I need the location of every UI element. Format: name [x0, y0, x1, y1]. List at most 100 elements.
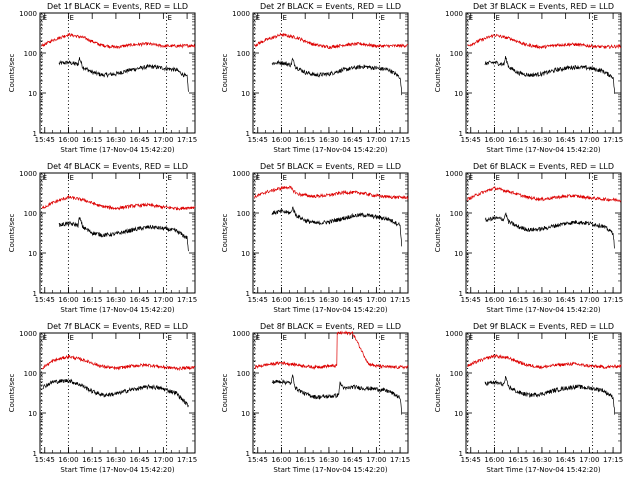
events-series-line [42, 378, 189, 408]
y-tick-label: 1 [33, 130, 37, 138]
time-marker-label: E [469, 174, 473, 182]
x-tick-label: 16:45 [556, 136, 576, 144]
panel-title: Det 8f BLACK = Events, RED = LLD [260, 322, 401, 331]
x-axis-label: Start Time (17-Nov-04 15:42:20) [273, 146, 387, 154]
y-tick-label: 1000 [232, 10, 250, 18]
y-axis-label: Counts/sec [434, 54, 442, 93]
panel-title: Det 9f BLACK = Events, RED = LLD [473, 322, 614, 331]
plot-frame [465, 332, 622, 454]
x-tick-label: 17:00 [153, 136, 173, 144]
time-marker-label: E [168, 174, 172, 182]
time-marker-label: E [495, 174, 499, 182]
time-marker-label: E [43, 14, 47, 22]
x-tick-label: 16:45 [130, 296, 150, 304]
time-marker-label: E [381, 334, 385, 342]
plot-frame [39, 332, 196, 454]
y-tick-label: 1000 [445, 330, 463, 338]
x-tick-label: 15:45 [461, 296, 481, 304]
x-tick-label: 15:45 [248, 456, 268, 464]
x-tick-label: 16:30 [319, 456, 339, 464]
time-marker-label: E [256, 174, 260, 182]
x-tick-label: 15:45 [461, 136, 481, 144]
y-axis-label: Counts/sec [434, 214, 442, 253]
events-series-line [484, 375, 616, 415]
events-series-line [271, 374, 403, 415]
x-tick-label: 16:30 [532, 296, 552, 304]
y-tick-label: 100 [450, 210, 463, 218]
x-tick-label: 17:15 [603, 136, 623, 144]
x-tick-label: 15:45 [248, 296, 268, 304]
x-tick-label: 16:15 [508, 456, 528, 464]
time-marker-label: E [256, 14, 260, 22]
time-marker-label: E [256, 334, 260, 342]
time-marker-label: E [69, 334, 73, 342]
plot-frame [39, 172, 196, 294]
y-tick-label: 1 [246, 130, 250, 138]
time-marker-label: E [381, 174, 385, 182]
panel-title: Det 5f BLACK = Events, RED = LLD [260, 162, 401, 171]
time-marker-label: E [168, 334, 172, 342]
y-tick-label: 1000 [19, 170, 37, 178]
x-tick-label: 17:00 [579, 136, 599, 144]
x-tick-label: 16:30 [532, 456, 552, 464]
y-tick-label: 100 [237, 370, 250, 378]
x-tick-label: 15:45 [35, 456, 55, 464]
panel-title: Det 1f BLACK = Events, RED = LLD [47, 2, 188, 11]
plot-frame [39, 12, 196, 134]
x-tick-label: 16:45 [130, 456, 150, 464]
x-axis-label: Start Time (17-Nov-04 15:42:20) [60, 306, 174, 314]
lld-series-line [254, 330, 409, 370]
x-tick-label: 17:00 [366, 456, 386, 464]
time-marker-label: E [69, 174, 73, 182]
x-tick-label: 15:45 [461, 456, 481, 464]
detector-panel-9: Det 9f BLACK = Events, RED = LLD 1 10 100 10… [434, 322, 623, 474]
y-tick-label: 1 [459, 450, 463, 458]
x-tick-label: 16:15 [82, 296, 102, 304]
y-tick-label: 1000 [445, 170, 463, 178]
time-marker-label: E [594, 14, 598, 22]
y-tick-label: 1000 [19, 10, 37, 18]
events-series-line [484, 56, 616, 94]
y-axis-label: Counts/sec [221, 54, 229, 93]
x-tick-label: 16:15 [508, 136, 528, 144]
time-marker-label: E [495, 334, 499, 342]
x-axis-label: Start Time (17-Nov-04 15:42:20) [60, 466, 174, 474]
panel-title: Det 3f BLACK = Events, RED = LLD [473, 2, 614, 11]
x-tick-label: 17:00 [366, 136, 386, 144]
x-tick-label: 16:45 [130, 136, 150, 144]
detector-panel-1: Det 1f BLACK = Events, RED = LLD 1 10 100 10… [8, 2, 197, 154]
plot-frame [252, 332, 409, 454]
x-tick-label: 17:15 [177, 456, 197, 464]
y-tick-label: 10 [454, 250, 463, 258]
lld-series-line [41, 32, 196, 50]
y-tick-label: 1 [33, 450, 37, 458]
time-marker-label: E [282, 14, 286, 22]
time-marker-label: E [594, 174, 598, 182]
detector-panel-7: Det 7f BLACK = Events, RED = LLD 1 10 100 10… [8, 322, 197, 474]
plot-frame [252, 172, 409, 294]
lld-series-line [41, 355, 196, 372]
x-tick-label: 17:00 [366, 296, 386, 304]
y-tick-label: 10 [28, 90, 37, 98]
lld-series-line [467, 33, 622, 50]
x-tick-label: 17:15 [390, 456, 410, 464]
y-tick-label: 100 [237, 210, 250, 218]
x-tick-label: 16:30 [106, 296, 126, 304]
y-tick-label: 100 [237, 50, 250, 58]
y-tick-label: 1000 [19, 330, 37, 338]
detector-panel-2: Det 2f BLACK = Events, RED = LLD 1 10 100 10… [221, 2, 410, 154]
x-tick-label: 16:00 [271, 456, 291, 464]
x-tick-label: 16:15 [295, 296, 315, 304]
detector-panel-5: Det 5f BLACK = Events, RED = LLD 1 10 100 10… [221, 162, 410, 314]
x-tick-label: 17:00 [579, 456, 599, 464]
x-tick-label: 16:00 [484, 456, 504, 464]
lld-series-line [254, 185, 409, 200]
y-tick-label: 10 [454, 410, 463, 418]
y-tick-label: 10 [241, 250, 250, 258]
y-tick-label: 100 [24, 50, 37, 58]
x-axis-label: Start Time (17-Nov-04 15:42:20) [486, 146, 600, 154]
x-tick-label: 16:15 [82, 136, 102, 144]
y-axis-label: Counts/sec [8, 54, 16, 93]
y-tick-label: 100 [450, 50, 463, 58]
y-axis-label: Counts/sec [8, 214, 16, 253]
